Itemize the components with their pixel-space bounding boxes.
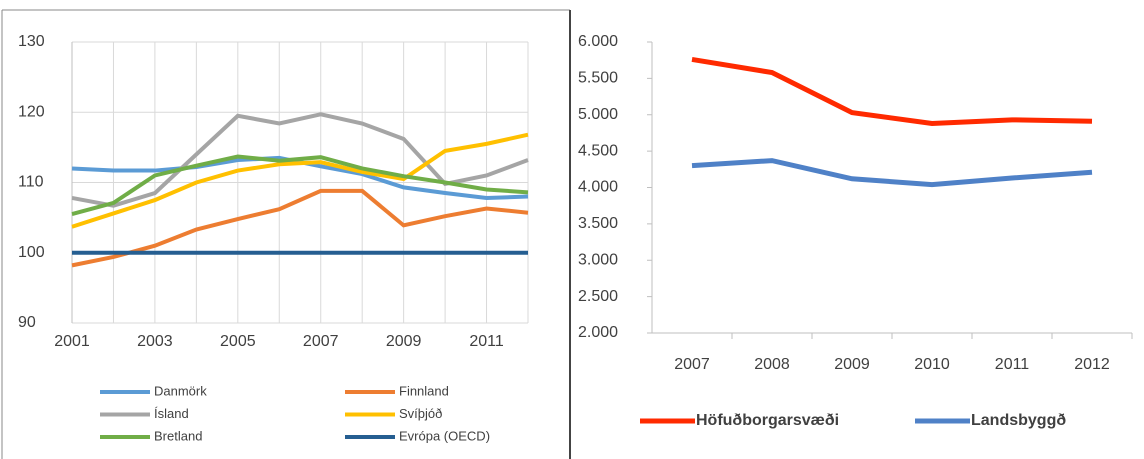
y-tick-label: 5.500	[578, 70, 618, 87]
y-tick-label: 120	[18, 103, 45, 120]
legend-label: Landsbyggð	[971, 412, 1066, 429]
legend-label: Svíþjóð	[399, 406, 442, 421]
series-line	[71, 154, 529, 217]
x-tick-label: 2009	[386, 333, 422, 350]
y-tick-label: 6.000	[578, 33, 618, 50]
y-tick-label: 2.000	[578, 324, 618, 341]
x-tick-label: 2009	[834, 356, 870, 373]
legend-label: Bretland	[154, 428, 202, 443]
legend-label: Ísland	[154, 406, 189, 421]
legend-label: Evrópa (OECD)	[399, 428, 490, 443]
y-tick-label: 100	[18, 244, 45, 261]
x-tick-label: 2012	[1074, 356, 1110, 373]
x-tick-label: 2010	[914, 356, 950, 373]
y-tick-label: 90	[18, 314, 36, 331]
series-line	[691, 56, 1093, 126]
x-tick-label: 2011	[469, 333, 504, 350]
legend-label: Danmörk	[154, 383, 207, 398]
y-tick-label: 4.000	[578, 179, 618, 196]
x-tick-label: 2011	[995, 356, 1030, 373]
series-line	[71, 188, 529, 268]
series-line	[71, 132, 529, 229]
y-tick-label: 130	[18, 33, 45, 50]
x-tick-label: 2008	[754, 356, 790, 373]
y-tick-label: 4.500	[578, 142, 618, 159]
legend-label: Finnland	[399, 383, 449, 398]
y-tick-label: 3.000	[578, 251, 618, 268]
series-line	[691, 158, 1093, 188]
x-tick-label: 2007	[674, 356, 710, 373]
legend-label: Höfuðborgarsvæði	[696, 412, 839, 429]
x-tick-label: 2001	[54, 333, 90, 350]
y-tick-label: 5.000	[578, 106, 618, 123]
y-tick-label: 110	[18, 174, 44, 191]
x-tick-label: 2007	[303, 333, 339, 350]
y-tick-label: 2.500	[578, 288, 618, 305]
x-tick-label: 2003	[137, 333, 173, 350]
y-tick-label: 3.500	[578, 215, 618, 232]
x-tick-label: 2005	[220, 333, 256, 350]
